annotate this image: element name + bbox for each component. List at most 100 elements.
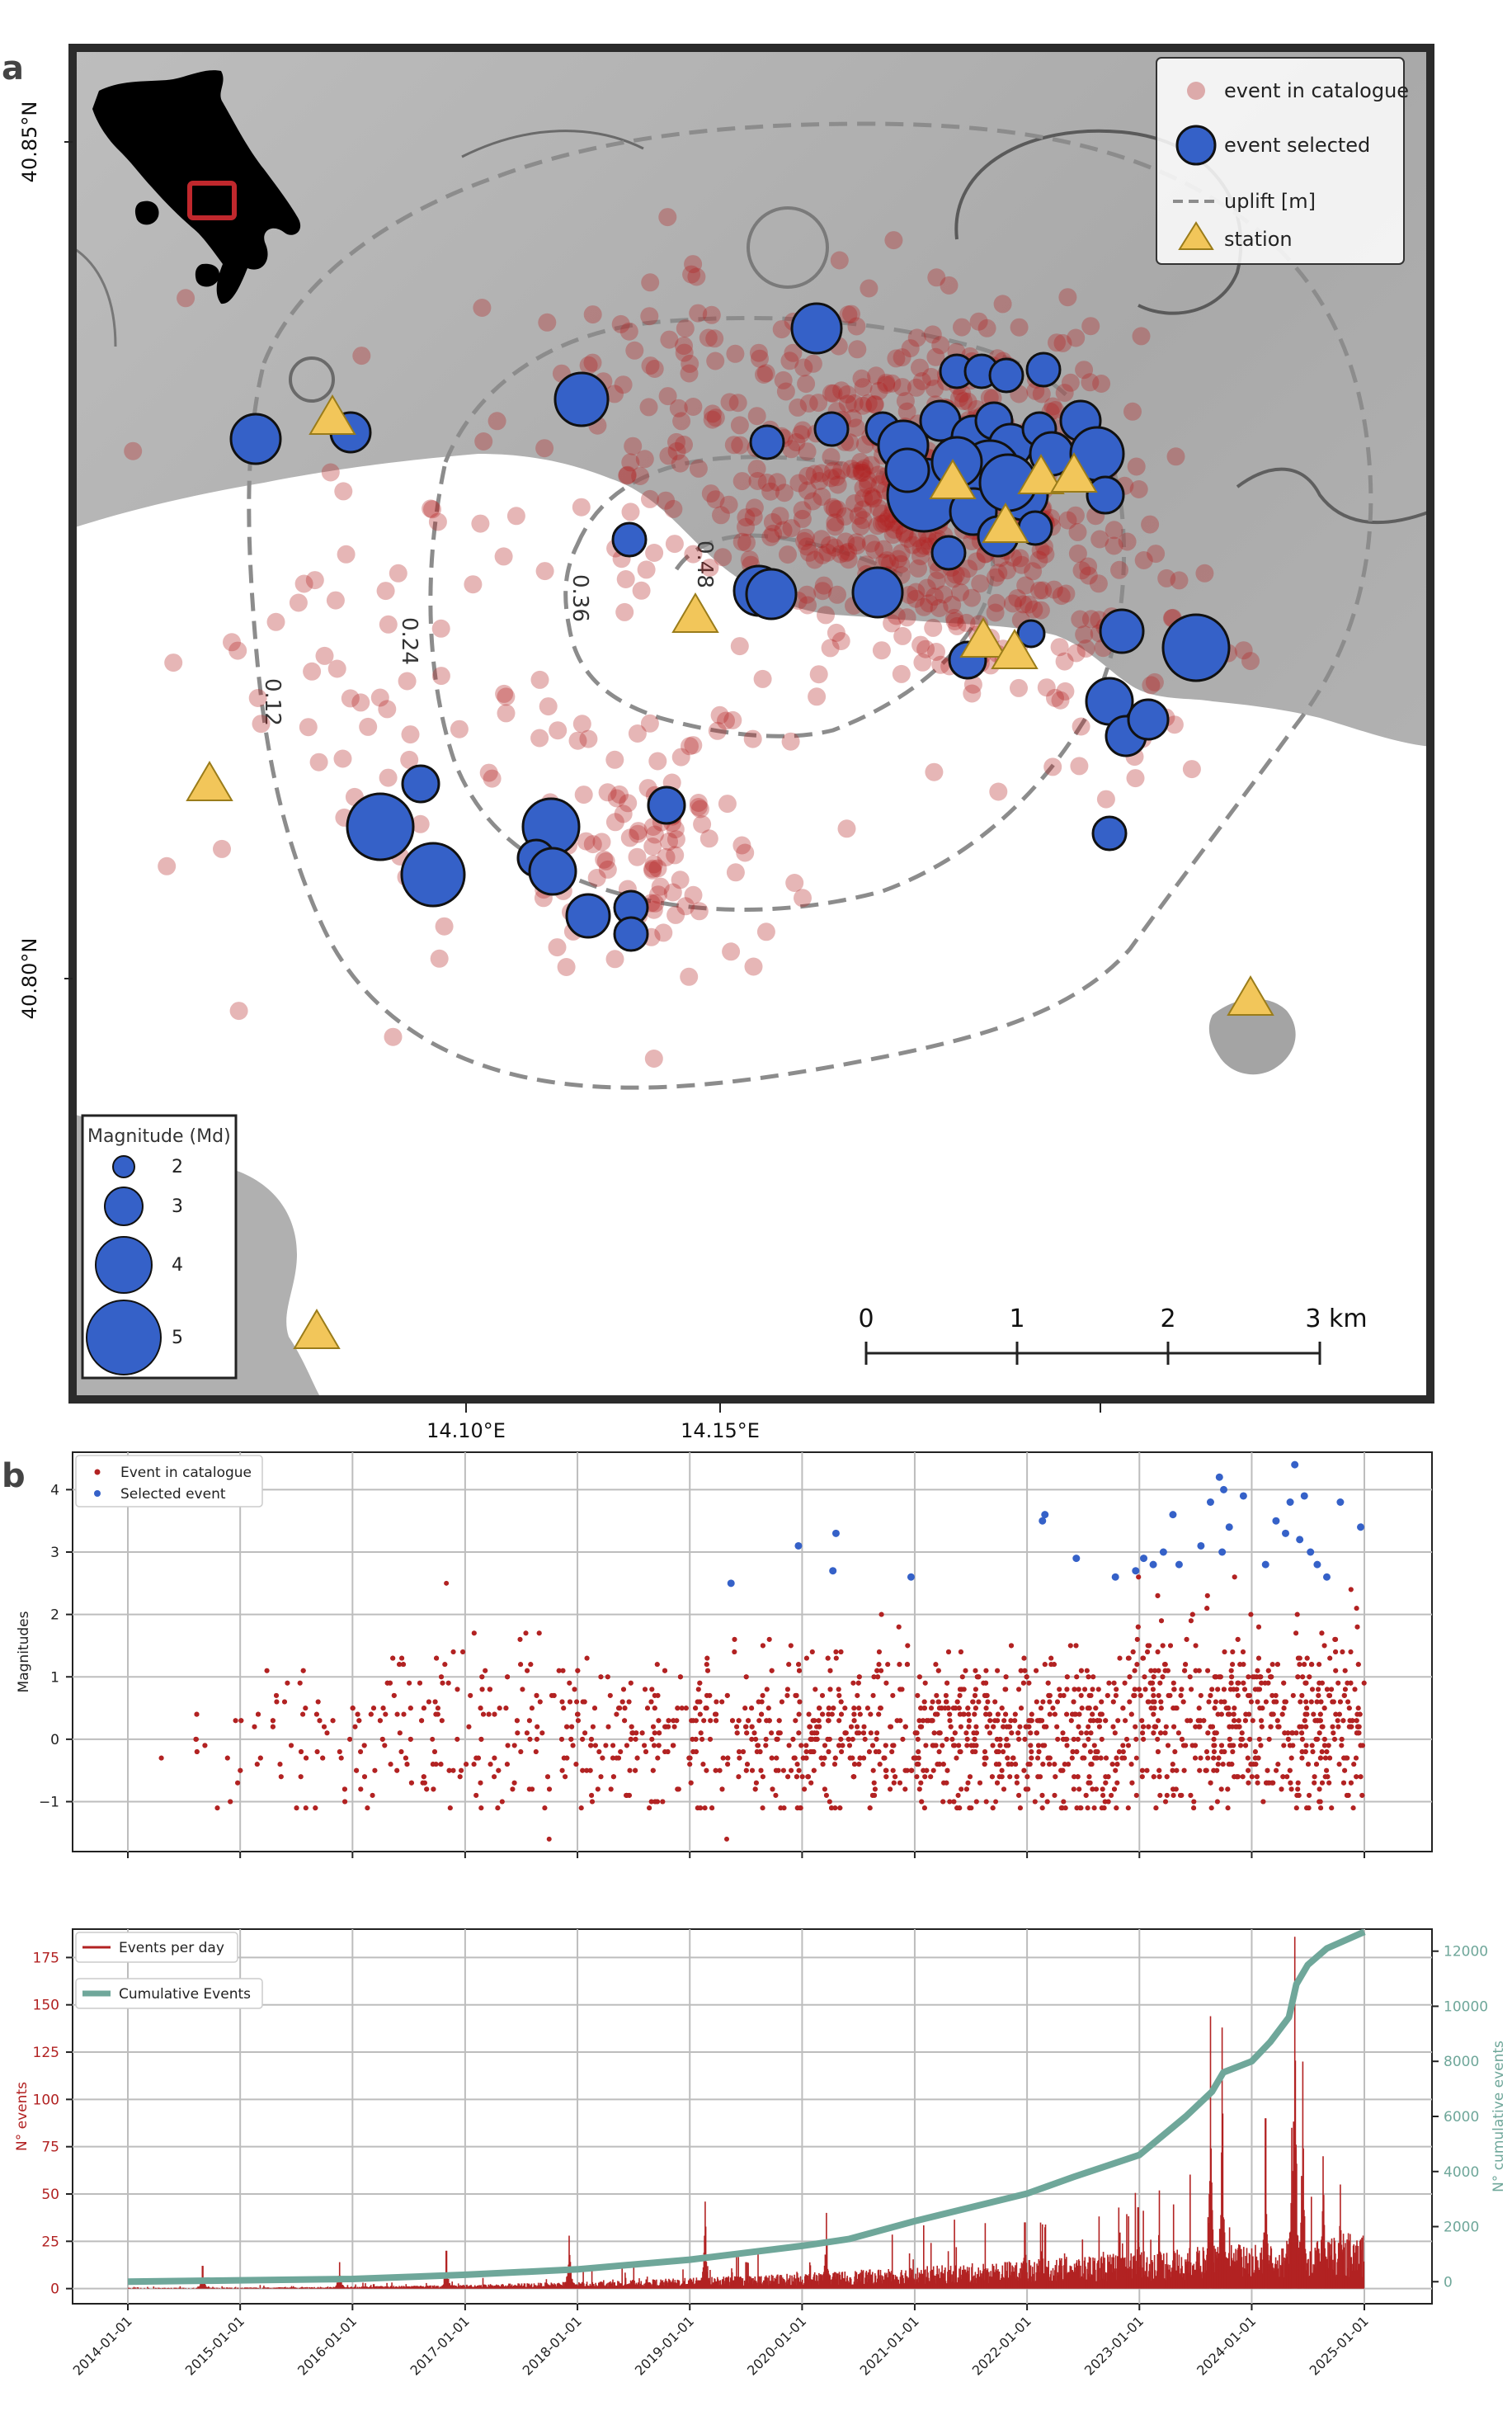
mag-catalogue-point (976, 1674, 982, 1680)
mag-catalogue-point (1345, 1792, 1351, 1798)
mag-catalogue-point (831, 1706, 836, 1711)
mag-catalogue-point (693, 1706, 699, 1711)
mag-catalogue-point (935, 1668, 941, 1673)
mag-catalogue-point (714, 1699, 719, 1705)
mag-catalogue-point (1281, 1743, 1287, 1748)
catalogue-event (747, 460, 766, 479)
mag-catalogue-point (999, 1706, 1005, 1711)
catalogue-event (797, 375, 816, 394)
mag-catalogue-point (1288, 1755, 1294, 1761)
mag-catalogue-point (1317, 1730, 1322, 1736)
catalogue-event (654, 923, 673, 942)
mag-catalogue-point (741, 1749, 746, 1754)
mag-catalogue-point (1102, 1799, 1108, 1805)
mag-catalogue-point (1222, 1649, 1227, 1654)
catalogue-event (865, 395, 884, 414)
catalogue-event (648, 859, 667, 878)
catalogue-event (805, 465, 824, 484)
mag-catalogue-point (790, 1736, 796, 1742)
mag-catalogue-point (817, 1706, 822, 1711)
legend-uplift: uplift [m] (1224, 190, 1316, 213)
mag-catalogue-point (736, 1774, 742, 1780)
mag-catalogue-point (662, 1668, 667, 1673)
mag-catalogue-point (968, 1774, 973, 1780)
mag-catalogue-point (1288, 1786, 1294, 1792)
mag-catalogue-point (946, 1649, 951, 1654)
mag-catalogue-point (238, 1718, 244, 1724)
mag-catalogue-point (1086, 1674, 1091, 1680)
mag-catalogue-point (1310, 1749, 1316, 1754)
selected-event (930, 535, 967, 571)
catalogue-event (431, 619, 450, 638)
mag-catalogue-point (820, 1762, 826, 1767)
mag-catalogue-point (282, 1699, 287, 1705)
catalogue-event (847, 536, 866, 555)
mag-catalogue-point (1341, 1692, 1347, 1698)
catalogue-event (844, 409, 863, 427)
catalogue-event (645, 825, 664, 844)
mag-catalogue-point (1275, 1724, 1281, 1729)
mag-catalogue-point (1299, 1736, 1305, 1742)
mag-catalogue-point (440, 1680, 445, 1686)
catalogue-event (1046, 401, 1065, 419)
mag-catalogue-point (794, 1692, 799, 1698)
catalogue-event (799, 543, 818, 562)
catalogue-event (1051, 691, 1070, 710)
mag-catalogue-point (1188, 1792, 1194, 1798)
catalogue-event (776, 382, 795, 401)
catalogue-event (998, 561, 1016, 580)
catalogue-event (1010, 318, 1029, 337)
mag-catalogue-point (964, 1743, 970, 1748)
mag-catalogue-point (650, 1767, 656, 1773)
catalogue-event (812, 530, 831, 549)
mag-catalogue-point (1321, 1643, 1327, 1649)
mag-catalogue-point (1086, 1706, 1092, 1711)
catalogue-event (736, 843, 755, 862)
mag-catalogue-point (842, 1706, 848, 1711)
catalogue-event (986, 603, 1005, 622)
mag-catalogue-point (572, 1687, 577, 1692)
mag-catalogue-point (688, 1780, 694, 1786)
island-land (1208, 998, 1296, 1075)
mag-catalogue-point (1023, 1786, 1029, 1792)
mag-catalogue-point (817, 1724, 822, 1729)
mag-catalogue-point (1302, 1662, 1307, 1668)
catalogue-event (1030, 581, 1048, 600)
catalogue-event (1057, 584, 1076, 603)
mag-catalogue-point (492, 1711, 497, 1717)
catalogue-event (659, 446, 678, 465)
mag-catalogue-point (1293, 1805, 1299, 1811)
catalogue-event (911, 547, 930, 566)
catalogue-event (859, 471, 877, 489)
mag-catalogue-point (719, 1786, 725, 1792)
mag-catalogue-point (940, 1743, 945, 1748)
catalogue-event (889, 550, 907, 569)
catalogue-event (411, 814, 430, 833)
mag-catalogue-point (1163, 1724, 1169, 1729)
cnt-ytick-label: 100 (33, 2092, 59, 2108)
catalogue-event (753, 669, 772, 688)
mag-catalogue-point (455, 1687, 460, 1692)
mag-catalogue-point (693, 1718, 699, 1724)
mag-catalogue-point (1354, 1724, 1360, 1729)
catalogue-event (957, 613, 976, 632)
mag-catalogue-points (158, 1574, 1367, 1842)
mag-catalogue-point (608, 1786, 614, 1792)
mag-catalogue-point (655, 1755, 661, 1761)
mag-catalogue-point (1015, 1730, 1021, 1736)
mag-catalogue-point (1193, 1643, 1199, 1649)
mag-catalogue-point (751, 1730, 757, 1736)
catalogue-event (869, 499, 888, 517)
mag-selected-point (1336, 1498, 1345, 1506)
mag-catalogue-point (1238, 1743, 1243, 1748)
catalogue-event (628, 724, 647, 743)
catalogue-event (675, 337, 693, 356)
mag-catalogue-point (444, 1580, 450, 1586)
mag-catalogue-point (1080, 1755, 1086, 1761)
catalogue-event (809, 394, 828, 413)
mag-selected-point (727, 1579, 735, 1588)
mag-catalogue-point (643, 1749, 648, 1754)
mag-catalogue-point (908, 1767, 914, 1773)
cnt-xtick-label: 2023-01-01 (1081, 2313, 1147, 2378)
mag-catalogue-point (435, 1706, 440, 1711)
